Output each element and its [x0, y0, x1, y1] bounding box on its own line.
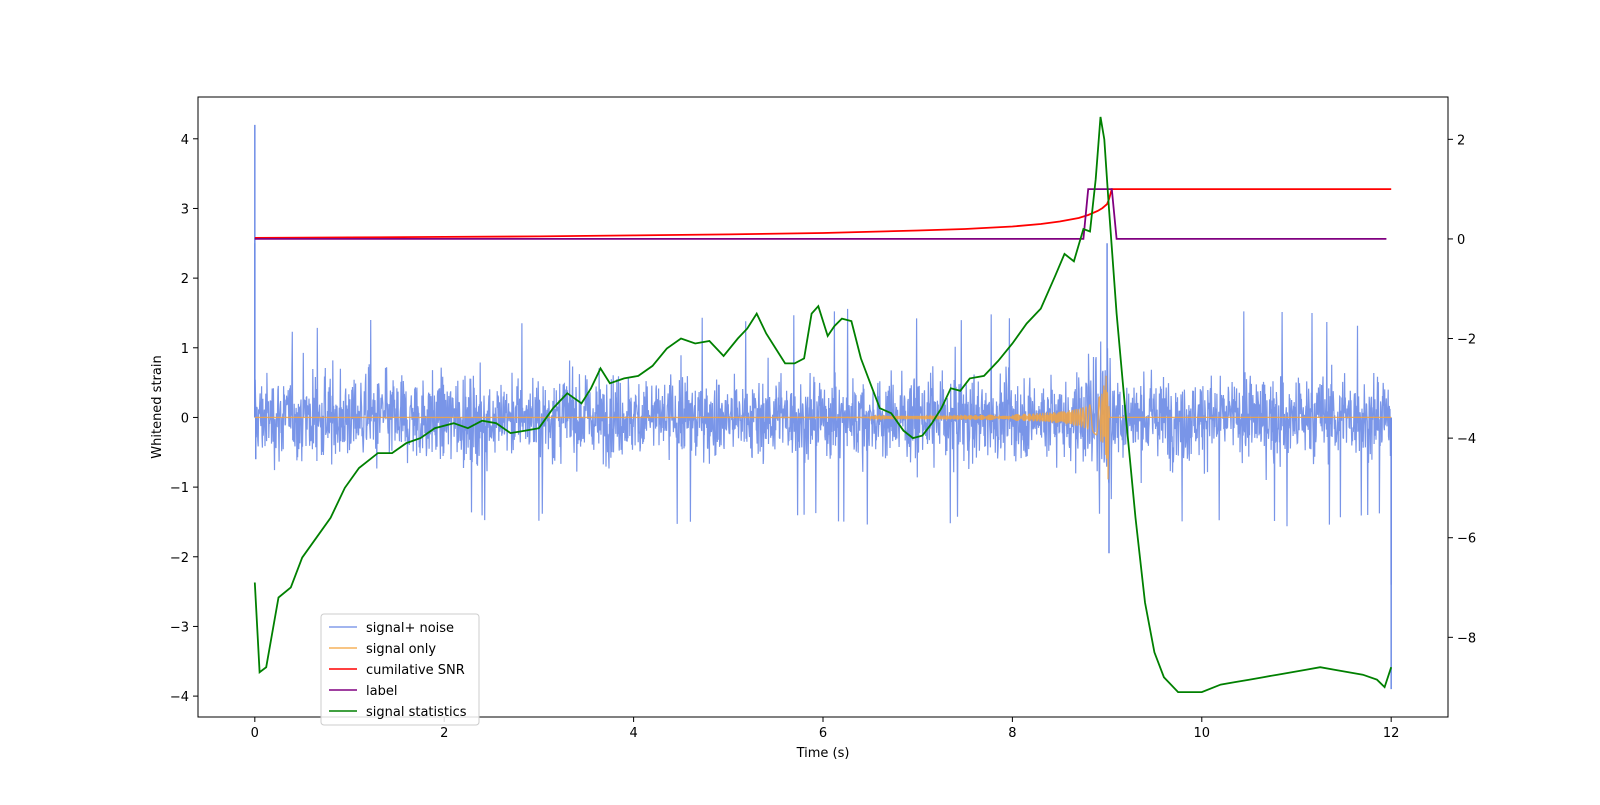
legend-box [320, 613, 480, 726]
series-cumulative-snr [254, 188, 1392, 239]
y2-tick-label: −8 [1457, 631, 1476, 646]
y2-tick-label: −6 [1457, 532, 1476, 547]
y2-tick-label: 0 [1457, 233, 1465, 248]
x-axis-label: Time (s) [796, 746, 850, 761]
y-tick-label: −2 [170, 551, 189, 566]
plot-layer [253, 116, 1393, 693]
legend-label-cumulative-snr: cumilative SNR [366, 663, 465, 678]
y-tick-label: 0 [181, 411, 189, 426]
y-tick-label: 2 [181, 272, 189, 287]
series-signal-noise [254, 308, 1392, 527]
x-tick-label: 2 [440, 726, 448, 741]
legend-label-signal-statistics: signal statistics [366, 705, 467, 720]
series-signal-only [254, 375, 1392, 480]
legend-label-label: label [366, 684, 397, 699]
series-label [254, 188, 1387, 240]
y-tick-label: 4 [181, 133, 189, 148]
y-tick-label: −3 [170, 620, 189, 635]
y-tick-label: 1 [181, 342, 189, 357]
series-signal-statistics [253, 116, 1393, 693]
x-tick-label: 12 [1383, 726, 1400, 741]
legend-label-signal-noise: signal+ noise [366, 621, 454, 636]
x-tick-label: 4 [629, 726, 637, 741]
y2-tick-label: −4 [1457, 432, 1476, 447]
y-tick-label: −1 [170, 481, 189, 496]
y2-tick-label: 2 [1457, 133, 1465, 148]
y-tick-label: −4 [170, 690, 189, 705]
x-tick-label: 6 [819, 726, 827, 741]
x-tick-label: 8 [1008, 726, 1016, 741]
legend: signal+ noise signal only cumilative SNR… [320, 613, 480, 726]
x-tick-label: 10 [1194, 726, 1211, 741]
y-axis-label: Whitened strain [150, 355, 165, 458]
y-tick-label: 3 [181, 202, 189, 217]
legend-label-signal-only: signal only [366, 642, 436, 657]
x-tick-label: 0 [251, 726, 259, 741]
y2-tick-label: −2 [1457, 333, 1476, 348]
